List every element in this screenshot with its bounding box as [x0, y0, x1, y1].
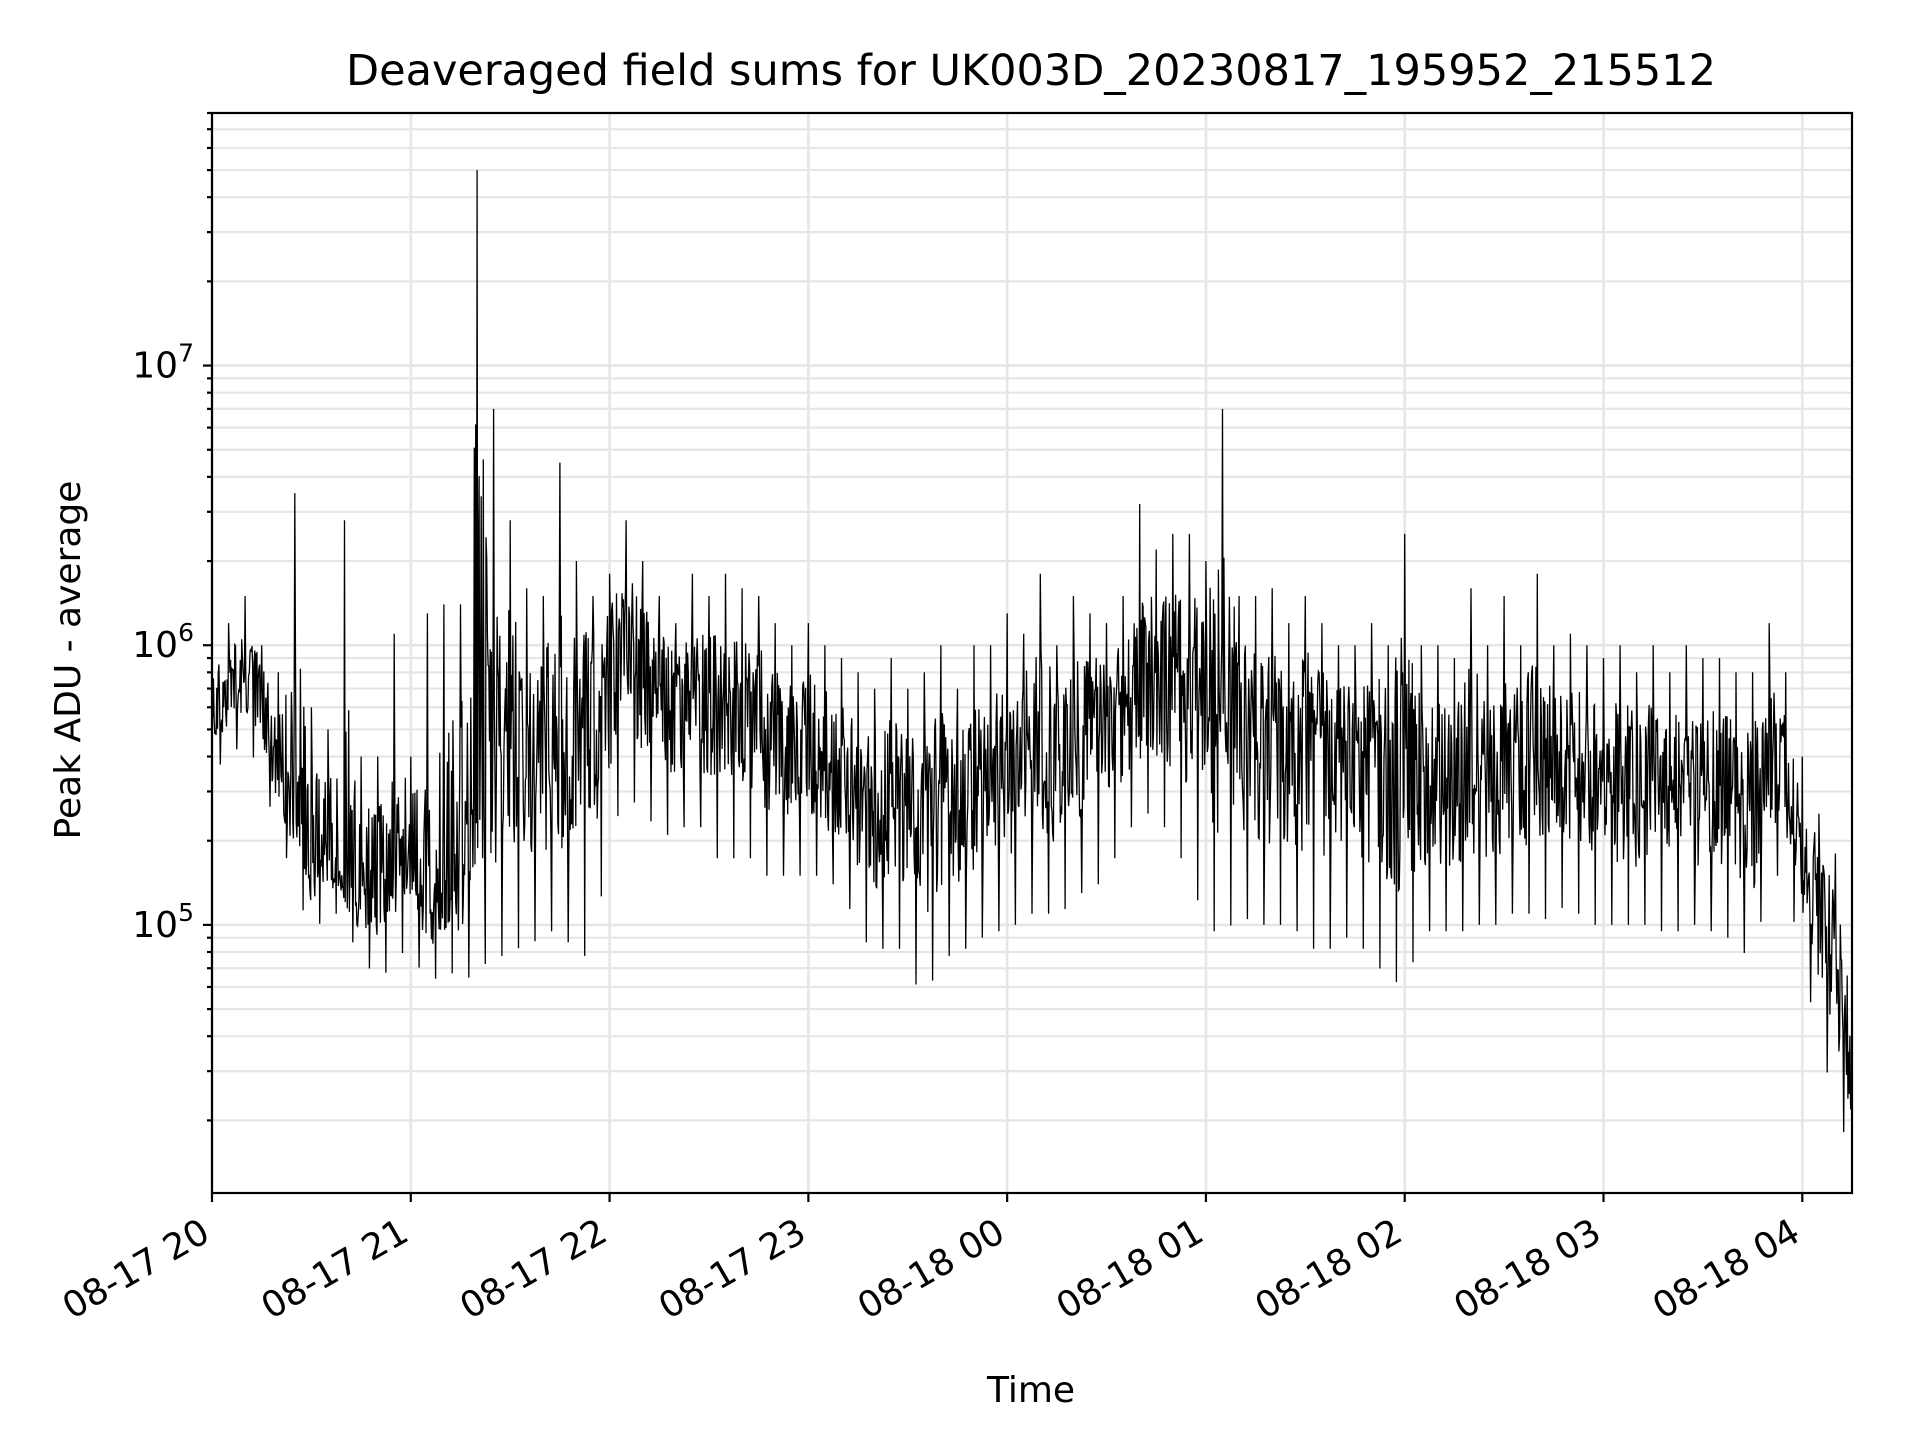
- x-axis-label: Time: [986, 1370, 1075, 1411]
- y-tick-label: 106: [132, 618, 194, 666]
- series-line: [211, 170, 1853, 1133]
- chart-title: Deaveraged field sums for UK003D_2023081…: [346, 46, 1716, 96]
- y-axis-label: Peak ADU - average: [48, 481, 89, 840]
- y-tick-label: 105: [132, 898, 194, 946]
- y-tick-labels: 105 106 107: [132, 339, 194, 946]
- tick-marks: [203, 111, 1804, 1202]
- series-layer: [211, 170, 1853, 1133]
- y-tick-label: 107: [132, 339, 194, 387]
- plot-frame: [210, 111, 1854, 1195]
